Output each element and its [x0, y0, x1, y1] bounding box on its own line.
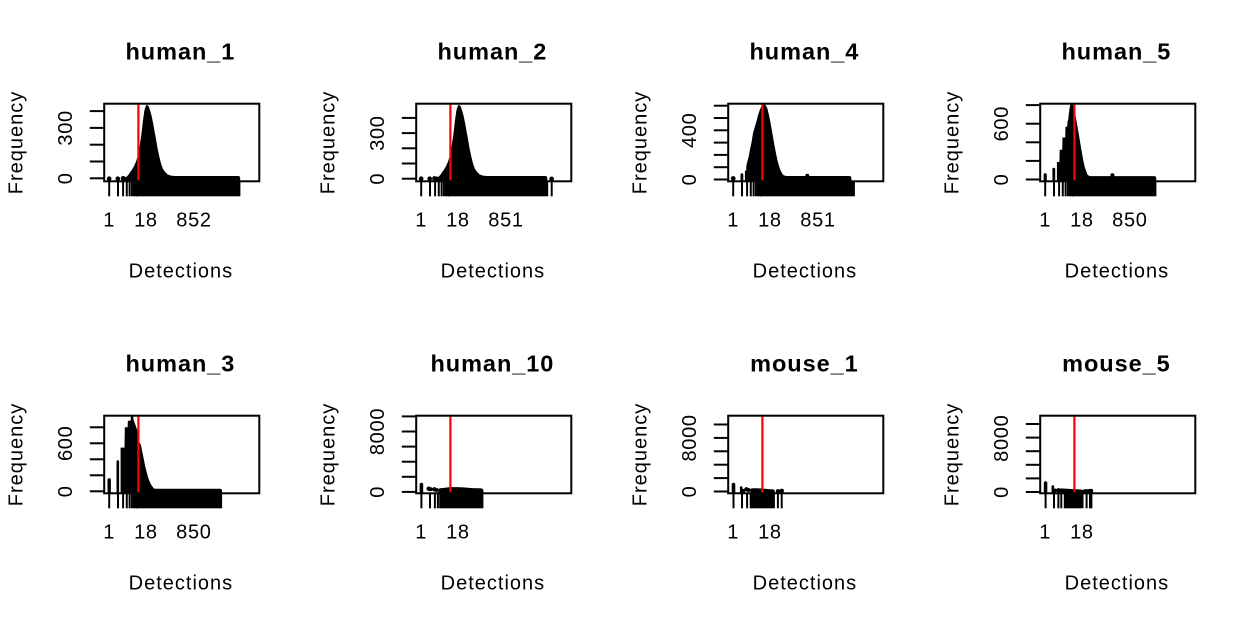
svg-text:Frequency: Frequency: [317, 91, 339, 195]
svg-text:0: 0: [367, 486, 389, 498]
svg-text:600: 600: [991, 106, 1013, 141]
svg-text:human_5: human_5: [1061, 39, 1171, 65]
svg-text:mouse_1: mouse_1: [750, 351, 859, 377]
svg-text:8000: 8000: [991, 415, 1013, 462]
svg-text:1: 1: [415, 210, 427, 232]
svg-text:1: 1: [415, 522, 427, 544]
svg-text:1: 1: [1039, 522, 1051, 544]
svg-text:300: 300: [367, 115, 389, 150]
svg-text:850: 850: [176, 522, 211, 544]
svg-text:Detections: Detections: [1065, 572, 1170, 594]
svg-text:851: 851: [488, 210, 523, 232]
svg-text:1: 1: [727, 522, 739, 544]
svg-text:18: 18: [1070, 210, 1094, 232]
svg-text:400: 400: [679, 113, 701, 148]
svg-text:0: 0: [55, 485, 77, 497]
svg-text:0: 0: [679, 486, 701, 498]
svg-text:1: 1: [727, 210, 739, 232]
svg-text:Frequency: Frequency: [941, 91, 963, 195]
svg-text:18: 18: [446, 522, 470, 544]
svg-text:Frequency: Frequency: [5, 91, 27, 195]
svg-text:human_3: human_3: [125, 351, 235, 377]
svg-text:8000: 8000: [679, 414, 701, 461]
svg-text:18: 18: [758, 210, 782, 232]
svg-text:Frequency: Frequency: [317, 403, 339, 507]
svg-text:18: 18: [134, 522, 158, 544]
svg-text:0: 0: [55, 172, 77, 184]
svg-text:18: 18: [446, 210, 470, 232]
svg-text:851: 851: [800, 210, 835, 232]
svg-text:Frequency: Frequency: [629, 91, 651, 195]
svg-text:Detections: Detections: [129, 260, 234, 282]
svg-text:850: 850: [1112, 210, 1147, 232]
svg-text:18: 18: [134, 210, 158, 232]
svg-text:mouse_5: mouse_5: [1062, 351, 1171, 377]
svg-text:600: 600: [55, 426, 77, 461]
svg-text:0: 0: [991, 486, 1013, 498]
svg-text:0: 0: [367, 173, 389, 185]
svg-text:Detections: Detections: [753, 260, 858, 282]
svg-text:1: 1: [103, 522, 115, 544]
svg-text:0: 0: [679, 174, 701, 186]
svg-text:0: 0: [991, 174, 1013, 186]
svg-text:human_2: human_2: [437, 39, 547, 65]
svg-text:18: 18: [758, 522, 782, 544]
svg-text:Frequency: Frequency: [629, 403, 651, 507]
svg-text:8000: 8000: [367, 408, 389, 455]
svg-text:Detections: Detections: [441, 572, 546, 594]
svg-text:1: 1: [103, 210, 115, 232]
svg-text:Detections: Detections: [129, 572, 234, 594]
svg-text:Frequency: Frequency: [5, 403, 27, 507]
svg-text:18: 18: [1070, 522, 1094, 544]
svg-text:300: 300: [55, 110, 77, 145]
svg-text:1: 1: [1039, 210, 1051, 232]
svg-text:Detections: Detections: [1065, 260, 1170, 282]
svg-text:852: 852: [176, 210, 211, 232]
svg-text:Detections: Detections: [753, 572, 858, 594]
svg-text:Detections: Detections: [441, 260, 546, 282]
svg-text:human_1: human_1: [125, 39, 235, 65]
svg-text:Frequency: Frequency: [941, 403, 963, 507]
svg-text:human_10: human_10: [430, 351, 554, 377]
svg-text:human_4: human_4: [749, 39, 859, 65]
